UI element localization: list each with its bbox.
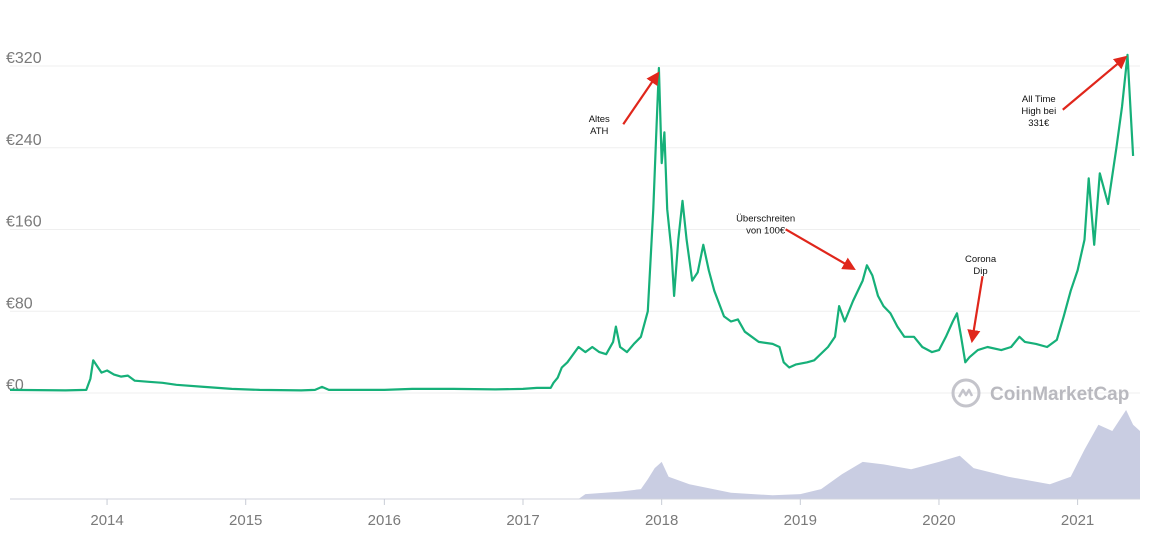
watermark: CoinMarketCap	[951, 378, 1129, 408]
annotation-text: 331€	[1028, 118, 1050, 129]
annotation-text: ATH	[590, 126, 608, 137]
coinmarketcap-logo-icon	[951, 378, 981, 408]
annotation-text: Überschreiten	[736, 213, 795, 224]
watermark-text: CoinMarketCap	[990, 384, 1129, 405]
axes: €0 €80 €160 €240 €320 2014 2015 2016 2017 2018 201…	[6, 50, 1140, 529]
x-tick-label: 2021	[1061, 512, 1094, 529]
y-tick-label: €0	[6, 377, 24, 394]
y-tick-label: €320	[6, 50, 42, 67]
volume-area	[10, 410, 1140, 499]
annotation-arrow	[785, 228, 856, 270]
annotation-text: High bei	[1021, 106, 1056, 117]
annotation-text: Altes	[589, 114, 610, 125]
x-tick-label: 2020	[922, 512, 955, 529]
x-tick-label: 2014	[90, 512, 123, 529]
x-tick-label: 2015	[229, 512, 262, 529]
x-tick-label: 2016	[368, 512, 401, 529]
x-tick-label: 2017	[506, 512, 539, 529]
price-series	[9, 53, 1135, 392]
annotation-text: Dip	[973, 266, 987, 277]
annotation-arrow	[1062, 55, 1128, 111]
annotation-arrow	[967, 276, 984, 344]
grid	[10, 65, 1140, 394]
y-tick-label: €160	[6, 214, 42, 231]
annotation-text: All Time	[1022, 94, 1056, 105]
x-tick-label: 2019	[784, 512, 817, 529]
volume-area-path	[10, 410, 1140, 499]
y-tick-label: €80	[6, 295, 33, 312]
y-tick-label: €240	[6, 132, 42, 149]
annotation-text: von 100€	[746, 225, 786, 236]
annotation-text: Corona	[965, 254, 997, 265]
price-line	[9, 53, 1135, 392]
x-tick-label: 2018	[645, 512, 678, 529]
annotation-arrow	[622, 71, 660, 125]
